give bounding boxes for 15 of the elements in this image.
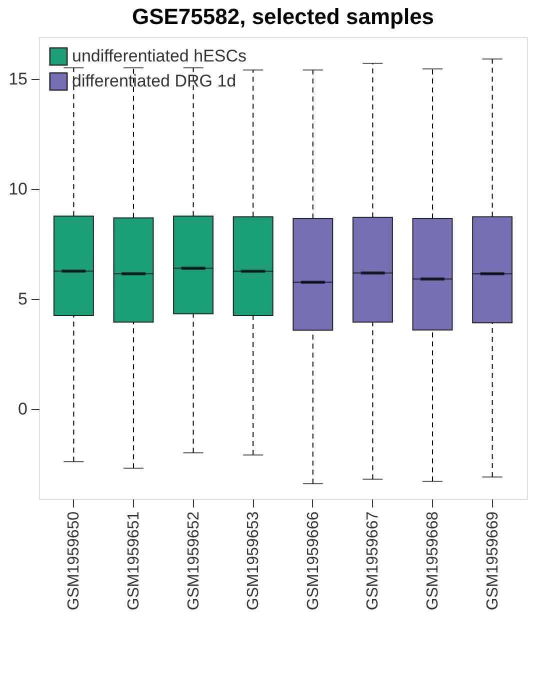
- x-tick-label: GSM1959668: [424, 511, 442, 610]
- chart-title: GSE75582, selected samples: [132, 4, 434, 29]
- x-tick-label: GSM1959653: [245, 511, 262, 610]
- x-tick-label: GSM1959669: [484, 511, 502, 610]
- y-tick-label: 5: [18, 289, 28, 308]
- x-tick-label: GSM1959666: [304, 511, 322, 610]
- legend-label: differentiated DRG 1d: [72, 72, 236, 90]
- x-tick-label: GSM1959667: [364, 511, 382, 610]
- x-tick-label: GSM1959652: [185, 511, 202, 610]
- y-tick-label: 15: [8, 69, 28, 88]
- x-tick-label: GSM1959650: [66, 511, 83, 610]
- x-tick-label: GSM1959651: [125, 511, 142, 610]
- legend-label: undifferentiated hESCs: [72, 46, 247, 66]
- y-tick-label: 0: [18, 399, 28, 418]
- y-tick-label: 10: [8, 179, 28, 198]
